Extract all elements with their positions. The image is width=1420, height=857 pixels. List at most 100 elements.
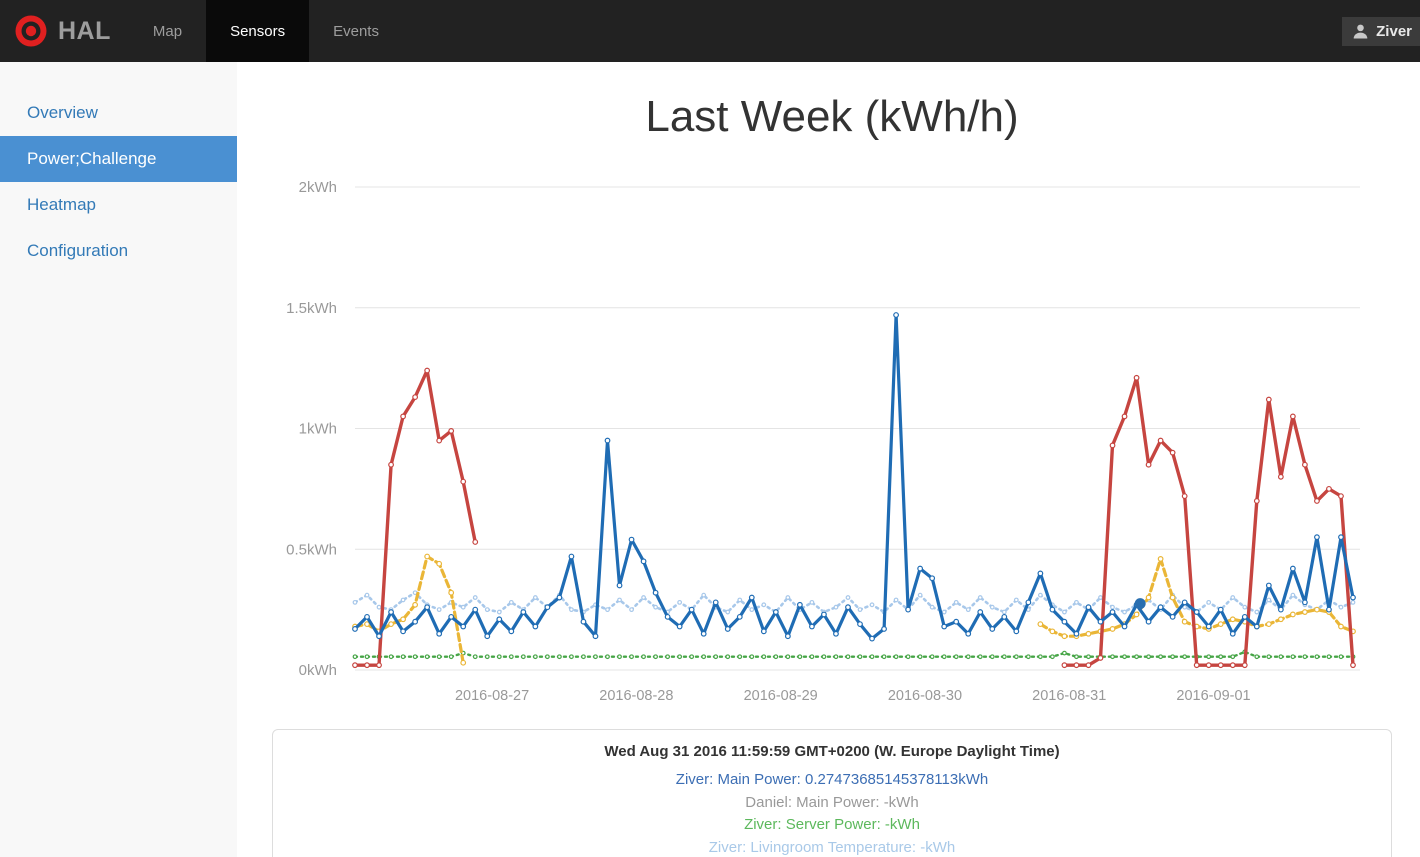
navbar-user-area: Ziver [1342,0,1420,62]
series-marker [1277,473,1284,480]
series-marker [352,599,358,605]
series-marker [592,633,599,640]
series-marker [1314,606,1320,613]
readout-entry: Ziver: Server Power: -kWh [744,816,920,833]
sidebar-item-heatmap[interactable]: Heatmap [27,195,96,214]
series-marker [460,478,467,485]
nav-item-events[interactable]: Events [333,22,379,40]
series-marker [436,607,442,613]
series-marker [1061,633,1068,640]
sidebar-item-configuration[interactable]: Configuration [27,241,129,260]
series-marker [400,654,406,660]
series-marker [496,609,502,615]
series-marker [593,654,598,660]
series-marker [977,609,984,615]
series-marker [376,604,382,610]
series-marker [1206,599,1212,605]
series-marker [1314,498,1320,504]
series-marker [376,633,382,640]
series-marker [448,428,455,434]
series-marker [364,654,370,660]
series-marker [857,607,863,613]
series-marker [640,558,647,565]
series-marker [1157,604,1164,611]
series-line [353,650,1355,658]
series-marker [412,654,418,660]
series-marker [1181,599,1188,606]
series-marker [893,597,899,603]
series-marker [1145,594,1152,601]
nav-item-map[interactable]: Map [152,22,183,40]
series-marker [953,654,959,660]
series-marker [1241,662,1248,669]
series-marker [436,654,442,660]
series-marker [388,621,394,628]
series-marker [1182,604,1188,610]
series-marker [1109,626,1116,632]
power-line-chart[interactable]: 0kWh 0.5kWh 1kWh 1.5kWh 2kWh 2016-08-27 2016-0… [0,0,1420,730]
series-marker [1289,611,1296,618]
series-marker [472,654,478,660]
series-marker [1122,654,1127,660]
series-marker [628,536,635,543]
series-marker [833,654,839,660]
brand[interactable]: HAL [0,0,129,62]
series-marker [1338,493,1344,500]
series-marker [1134,654,1139,660]
series-marker [701,592,707,598]
series-marker [1037,592,1043,598]
series-marker [580,618,587,625]
series-marker [760,628,767,635]
series-marker [1098,595,1103,600]
series-marker [508,628,515,635]
main-nav: Map Sensors Events [129,0,403,62]
series-marker [1049,628,1056,635]
series-marker [460,604,466,610]
series-marker [1037,654,1043,660]
series-marker [881,654,887,660]
series-marker [484,654,490,660]
series-marker [376,662,382,669]
series-marker [1158,654,1164,660]
series-marker [1302,599,1308,606]
series-marker [412,601,419,608]
series-marker [845,604,851,611]
series-marker [893,654,899,660]
series-marker [1169,594,1176,601]
series-marker [1229,662,1236,669]
series-marker [1110,604,1115,610]
sidebar-item-overview[interactable]: Overview [27,103,98,122]
series-marker [1133,611,1140,618]
series-marker [941,654,947,660]
series-marker [448,613,455,620]
series-marker [1169,449,1176,456]
series-marker [400,597,406,603]
series-marker [412,618,419,625]
series-marker [917,654,923,660]
series-marker [1265,582,1272,589]
series-marker [736,613,743,620]
series-marker [1157,437,1164,444]
series-marker [712,599,719,606]
series-marker [893,312,899,318]
series-marker [773,654,779,660]
user-menu[interactable]: Ziver [1342,16,1420,46]
series-marker [605,654,610,660]
series-marker [1254,609,1260,615]
series-marker [797,654,803,660]
series-marker [1121,623,1128,630]
series-marker [1001,613,1008,620]
series-marker [676,623,683,630]
series-marker [424,367,431,374]
series-marker [1290,592,1296,598]
series-marker [569,654,574,660]
x-tick-label: 2016-08-31 [1032,688,1106,704]
series-marker [568,553,575,560]
sidebar-item-power-challenge[interactable]: Power;Challenge [0,136,237,182]
series-marker [725,609,731,615]
series-marker [688,606,695,613]
series-marker [1266,597,1272,603]
nav-item-sensors[interactable]: Sensors [206,0,310,62]
series-marker [1062,650,1067,656]
series-marker [1037,570,1044,577]
